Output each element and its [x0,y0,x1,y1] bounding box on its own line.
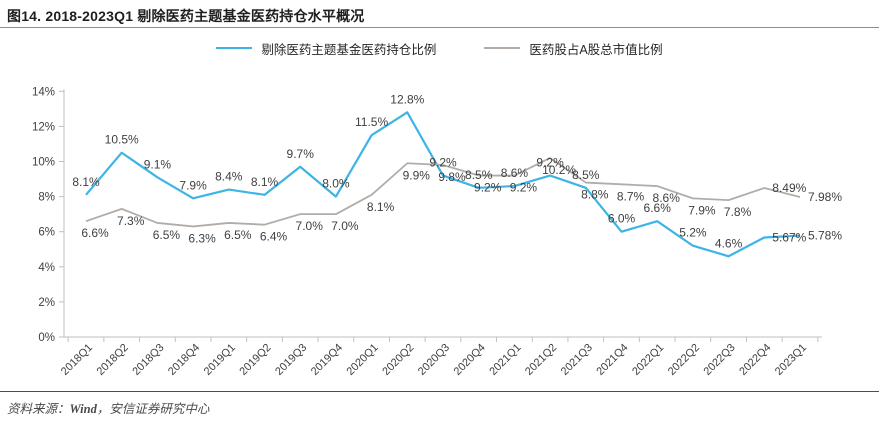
x-tick-label: 2022Q1 [630,342,666,378]
data-label: 8.1% [72,175,100,189]
legend-line-gray-icon [484,47,521,49]
series-line-market-cap [85,157,801,228]
y-tick-label: 4% [38,262,55,274]
x-tick-label: 2021Q4 [594,342,630,378]
legend-item-market-cap: 医药股占A股总市值比例 [484,39,663,58]
y-tick-label: 2% [38,297,55,309]
data-label: 7.98% [808,190,842,204]
source-rest: ，安信证券研究中心 [96,402,210,416]
data-label: 6.4% [260,230,288,244]
y-tick-label: 12% [32,121,55,133]
y-tick-label: 0% [38,332,55,344]
data-label: 7.0% [331,219,359,233]
x-tick-label: 2020Q1 [345,342,381,378]
source-label: 资料来源： [7,402,70,416]
data-label: 9.1% [144,157,172,171]
y-tick-label: 14% [32,86,55,98]
footer-divider [0,391,879,392]
source-note: 资料来源：Wind，安信证券研究中心 [7,398,209,417]
data-label: 7.8% [724,205,752,219]
data-label: 8.5% [572,168,600,182]
x-tick-label: 2018Q2 [95,342,131,378]
x-tick-label: 2022Q2 [666,342,702,378]
data-label: 9.7% [287,147,315,161]
title-bar: 图14. 2018-2023Q1 剔除医药主题基金医药持仓水平概况 [0,0,879,28]
x-tick-label: 2019Q1 [202,342,238,378]
data-label: 11.5% [355,115,388,129]
data-label: 8.8% [581,188,609,202]
data-label: 7.3% [117,214,145,228]
data-label: 9.9% [403,168,431,182]
data-label: 8.1% [367,200,395,214]
x-tick-label: 2020Q4 [452,342,488,378]
data-label: 6.0% [608,212,636,226]
data-label: 8.4% [215,170,243,184]
x-tick-label: 2021Q1 [487,342,523,378]
series-line-fund-holdings [85,111,801,258]
data-label: 5.78% [808,229,842,243]
data-label: 4.6% [715,236,743,250]
x-tick-label: 2018Q1 [59,342,95,378]
data-label: 9.2% [510,181,538,195]
data-label: 9.2% [536,156,564,170]
data-label: 6.5% [153,228,181,242]
data-label: 5.67% [772,230,806,244]
data-label: 9.8% [438,170,466,184]
data-label: 8.6% [653,191,681,205]
data-label: 7.9% [688,203,716,217]
x-tick-label: 2019Q4 [309,342,345,378]
data-label: 8.1% [251,175,279,189]
data-label: 6.3% [188,231,216,245]
y-tick-label: 10% [32,157,55,169]
y-tick-label: 8% [38,192,55,204]
x-tick-label: 2022Q4 [737,342,773,378]
data-label: 6.5% [224,228,252,242]
data-label: 6.6% [81,226,109,240]
data-label: 12.8% [390,92,424,106]
legend-label-fund-holdings: 剔除医药主题基金医药持仓比例 [261,42,437,57]
legend-line-blue-icon [216,47,253,49]
data-label: 9.2% [474,181,502,195]
data-label: 9.2% [429,156,457,170]
legend-label-market-cap: 医药股占A股总市值比例 [529,42,663,57]
x-tick-label: 2023Q1 [773,342,809,378]
data-label: 10.2% [542,163,576,177]
data-label: 8.5% [465,168,493,182]
x-tick-label: 2019Q2 [237,342,273,378]
data-label: 7.0% [296,219,324,233]
x-tick-label: 2022Q3 [702,342,738,378]
legend: 剔除医药主题基金医药持仓比例 医药股占A股总市值比例 [0,38,879,58]
data-label: 8.6% [501,166,529,180]
y-tick-label: 6% [38,227,55,239]
data-label: 5.2% [679,226,707,240]
data-label: 10.5% [105,133,139,147]
x-tick-label: 2018Q4 [166,342,202,378]
data-label: 8.0% [322,177,350,191]
x-tick-label: 2020Q3 [416,342,452,378]
data-label: 7.9% [179,178,207,192]
chart-title: 图14. 2018-2023Q1 剔除医药主题基金医药持仓水平概况 [7,8,365,24]
x-tick-label: 2020Q2 [380,342,416,378]
legend-item-fund-holdings: 剔除医药主题基金医药持仓比例 [216,39,436,58]
x-tick-label: 2019Q3 [273,342,309,378]
data-label: 6.6% [644,201,672,215]
source-wind: Wind [69,402,97,416]
data-label: 8.7% [617,189,645,203]
x-tick-label: 2021Q2 [523,342,559,378]
data-label: 8.49% [772,181,806,195]
x-tick-label: 2018Q3 [130,342,166,378]
x-tick-label: 2021Q3 [559,342,595,378]
